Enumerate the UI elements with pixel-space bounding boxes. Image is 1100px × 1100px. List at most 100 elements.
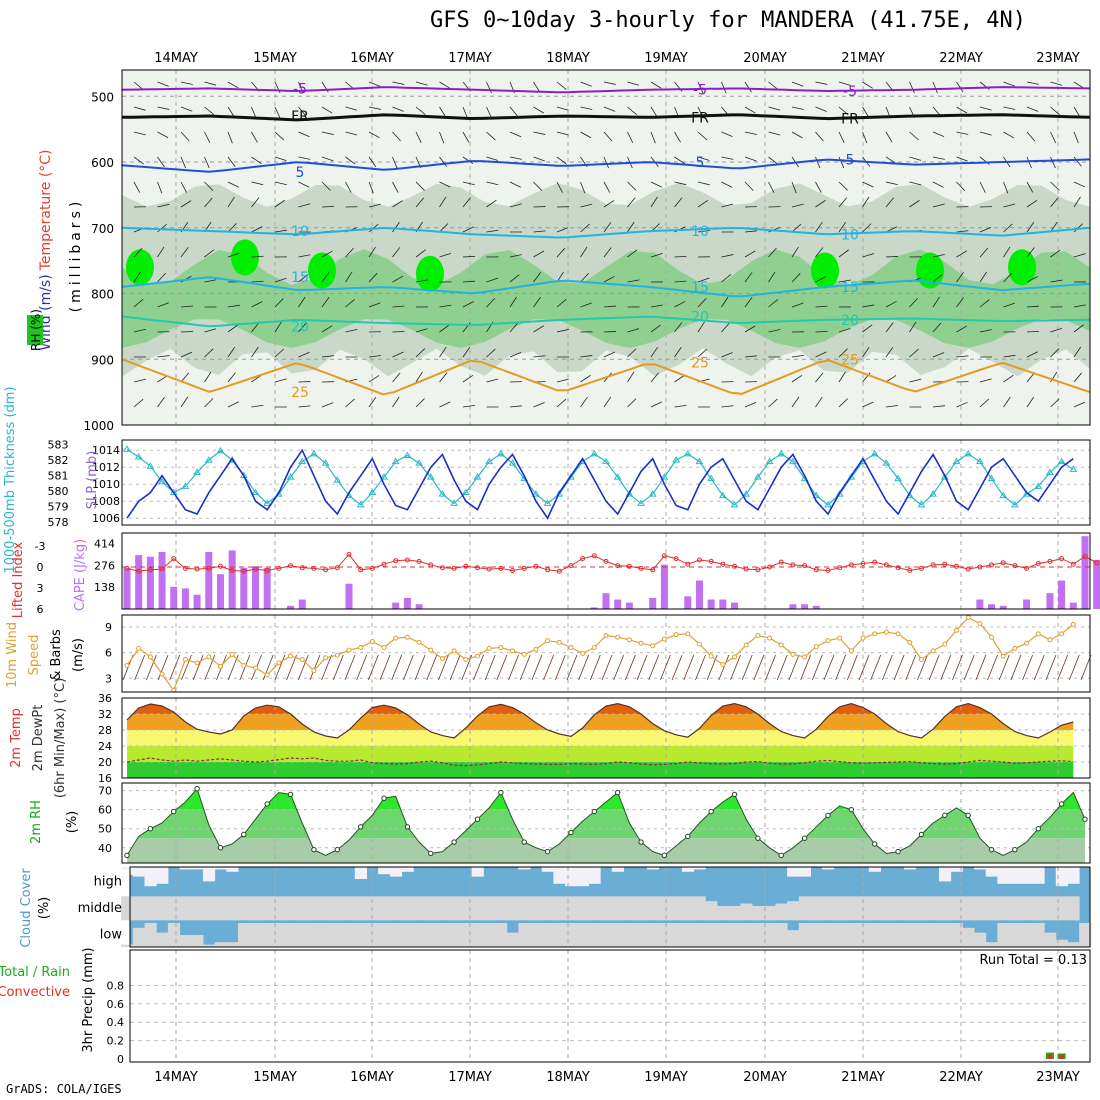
cloud-clear-segment xyxy=(413,923,426,947)
wind-barb xyxy=(862,181,874,188)
wind-barb xyxy=(321,156,334,162)
wind-barb xyxy=(1073,304,1086,308)
rh-point xyxy=(147,826,154,832)
rh-point xyxy=(217,845,224,851)
cloud-clear-segment xyxy=(915,923,928,947)
wind-barb xyxy=(251,301,263,308)
wind-barb xyxy=(439,401,451,408)
wind-barb xyxy=(204,81,217,86)
wind-barb xyxy=(815,396,823,408)
lifted-index-point xyxy=(638,565,644,571)
cloud-clear-segment xyxy=(623,896,636,921)
cloud-clear-segment xyxy=(226,942,239,947)
lifted-index-point xyxy=(299,565,305,571)
wind-speed-point xyxy=(369,639,375,645)
temperature-contour-label: FR xyxy=(291,109,309,125)
wind-barb xyxy=(909,131,919,141)
surface-wind-barb xyxy=(1022,654,1033,681)
rh-90-blob xyxy=(308,252,336,289)
cloud-clear-segment xyxy=(553,896,566,921)
surface-wind-barb xyxy=(975,654,987,681)
wind-barb xyxy=(885,322,894,333)
thickness-ylabel: 1000-500mb Thickness (dm) xyxy=(3,386,18,573)
rh-point xyxy=(381,795,387,801)
cloud-clear-segment xyxy=(144,896,157,921)
temp-band xyxy=(127,746,1074,762)
cape-bar xyxy=(988,604,996,609)
wind-barb xyxy=(368,355,381,358)
wind-barb xyxy=(251,404,264,408)
cloud-clear-segment xyxy=(436,923,449,947)
wind-speed-point xyxy=(1000,653,1006,659)
temp-frame xyxy=(121,697,1091,779)
wind-barb xyxy=(533,325,544,333)
wind-barb xyxy=(721,296,729,308)
cape-bar xyxy=(625,602,633,609)
surface-wind-barb xyxy=(893,654,905,681)
wind-barb xyxy=(486,277,498,283)
thickness-point xyxy=(485,457,494,465)
wind-barb xyxy=(251,280,264,283)
wind-barb xyxy=(368,246,376,258)
slp-line xyxy=(126,448,1074,520)
lifted-index-point xyxy=(439,565,445,571)
thickness-point xyxy=(637,499,645,506)
wind-barb xyxy=(932,274,943,283)
cloud-clear-segment xyxy=(156,867,169,884)
wind-barb xyxy=(603,247,612,258)
date-label-top: 19MAY xyxy=(644,51,688,66)
wind-barb xyxy=(697,321,705,333)
cloud-clear-segment xyxy=(1020,923,1033,947)
lifted-index-point xyxy=(603,558,609,564)
wind-speed-point xyxy=(323,655,329,661)
lifted-index-point xyxy=(1094,560,1100,566)
date-label-top: 21MAY xyxy=(841,51,885,66)
surface-wind-barb xyxy=(811,654,823,681)
wind-barb xyxy=(227,181,239,188)
wind-barb xyxy=(1073,131,1079,144)
wind-barb xyxy=(697,199,709,208)
wind-barb xyxy=(956,106,968,114)
wind-barb xyxy=(157,131,169,138)
wind-speed-point xyxy=(802,654,808,660)
temperature-contour-label: 25 xyxy=(691,356,709,372)
lifted-index-point xyxy=(428,562,434,568)
cloud-clear-segment xyxy=(1020,896,1033,921)
wind-speed-point xyxy=(136,645,142,651)
wind-barb xyxy=(1026,276,1038,283)
wind-barb xyxy=(744,156,757,162)
wind-barb xyxy=(133,298,144,308)
cloud-clear-segment xyxy=(319,923,332,947)
wind-barb xyxy=(251,181,264,186)
surface-wind-barb xyxy=(987,654,998,681)
cloud-clear-segment xyxy=(763,923,776,947)
wind-barb xyxy=(627,197,636,208)
pressure-tick: 1000 xyxy=(83,419,114,433)
temp-ylabel: 2m Temp xyxy=(9,708,24,768)
slp-tick: 1014 xyxy=(92,444,120,457)
wind-barb xyxy=(204,348,214,358)
wind-barb xyxy=(133,156,144,165)
wind-barb xyxy=(909,378,922,383)
cloud-clear-segment xyxy=(448,923,461,947)
wind-barb xyxy=(227,372,236,383)
cloud-clear-segment xyxy=(565,896,578,921)
wind-barb xyxy=(368,203,381,208)
cloud-clear-segment xyxy=(483,923,496,947)
wind-barb xyxy=(697,181,710,186)
wind-speed-point xyxy=(311,668,317,674)
cape-bar xyxy=(614,599,622,609)
wind-speed-point xyxy=(907,639,913,645)
wind-barb xyxy=(509,322,519,333)
lifted-index-point xyxy=(895,565,901,571)
lifted-index-point xyxy=(860,561,866,566)
precip-total-label: Total / Rain xyxy=(0,965,70,980)
cloud-clear-segment xyxy=(600,923,613,947)
lifted-index-point xyxy=(334,565,340,571)
temperature-contour-label: 5 xyxy=(846,152,855,168)
cape-bar xyxy=(731,602,739,609)
wind-barb xyxy=(956,355,969,358)
lifted-index-point xyxy=(989,562,995,568)
wind-barb xyxy=(1026,330,1040,333)
thickness-point xyxy=(917,500,926,508)
